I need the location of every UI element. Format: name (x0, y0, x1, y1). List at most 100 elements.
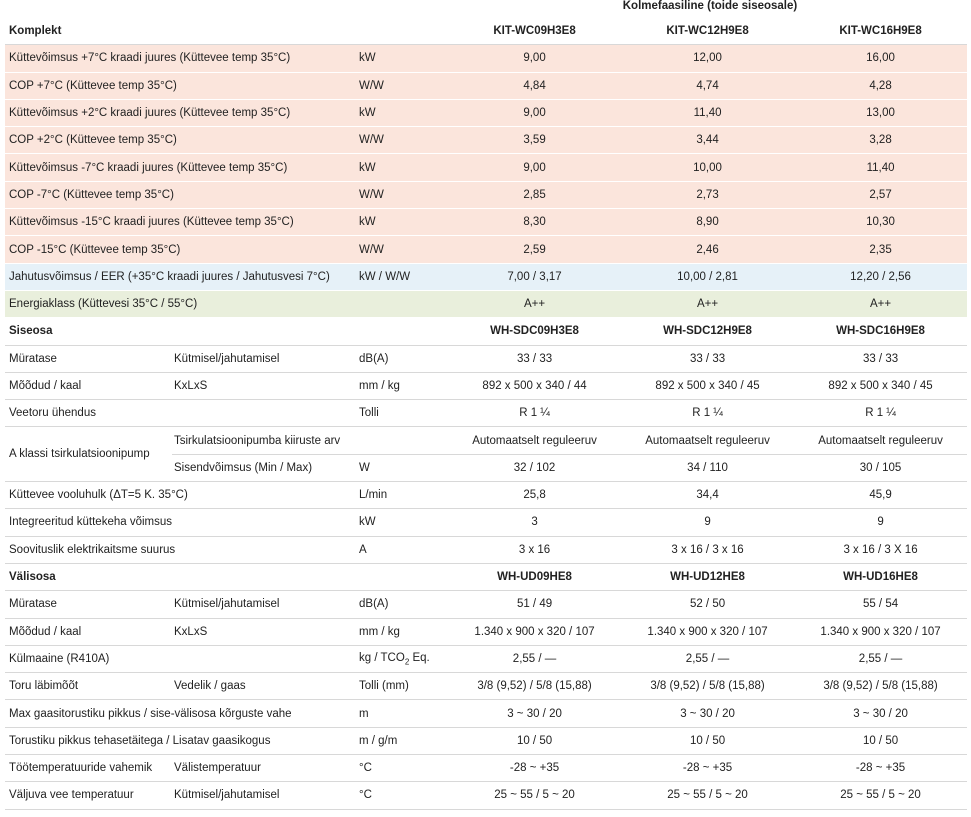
model-name: WH-UD09HE8 (448, 563, 622, 592)
section-header-komplekt: Komplekt KIT-WC09H3E8 KIT-WC12H9E8 KIT-W… (5, 18, 968, 46)
cell-value: 12,00 (621, 44, 795, 73)
cell-value: 9,00 (448, 153, 622, 182)
model-name: KIT-WC16H9E8 (794, 18, 968, 46)
cell-value: 33 / 33 (448, 345, 622, 373)
cell-value: 3 x 16 (448, 536, 622, 564)
cell-value: R 1 ¼ (621, 399, 795, 428)
cell-value: 2,59 (448, 235, 622, 264)
row-sublabel: Välistemperatuur (172, 754, 355, 783)
row-label: Väljuva vee temperatuur (5, 781, 172, 810)
cell-value: 51 / 49 (448, 590, 622, 619)
model-name: WH-UD12HE8 (621, 563, 795, 592)
cell-value: 892 x 500 x 340 / 44 (448, 372, 622, 401)
row-label: Veetoru ühendus (5, 399, 355, 428)
cell-value: 25 ~ 55 / 5 ~ 20 (448, 781, 622, 810)
cell-value: 3 x 16 / 3 x 16 (621, 536, 795, 564)
cell-value: 10,00 / 2,81 (621, 263, 795, 291)
cell-value: 34 / 110 (621, 454, 795, 483)
table-row: Mõõdud / kaal KxLxS mm / kg 1.340 x 900 … (5, 618, 968, 646)
cell-value: 3 ~ 30 / 20 (448, 699, 622, 728)
cell-value: 3,44 (621, 126, 795, 155)
cell-value: 3/8 (9,52) / 5/8 (15,88) (448, 672, 622, 701)
table-row-pump-power: Sisendvõimsus (Min / Max) W 32 / 102 34 … (5, 454, 968, 483)
model-name: WH-SDC09H3E8 (448, 317, 622, 346)
table-row: Veetoru ühendus Tolli R 1 ¼ R 1 ¼ R 1 ¼ (5, 399, 968, 428)
table-row: Küttevee vooluhulk (ΔT=5 K. 35°C) L/min … (5, 481, 968, 510)
row-unit: kW (355, 508, 449, 537)
row-unit: kW (355, 99, 449, 128)
row-sublabel: Kütmisel/jahutamisel (172, 781, 355, 810)
cell-value: 3/8 (9,52) / 5/8 (15,88) (621, 672, 795, 701)
cell-value: 4,74 (621, 72, 795, 100)
cell-value: 34,4 (621, 481, 795, 510)
cell-value: 1.340 x 900 x 320 / 107 (794, 618, 968, 646)
row-label: Töötemperatuuride vahemik (5, 754, 172, 783)
row-unit: kW (355, 208, 449, 237)
cell-value: 3 ~ 30 / 20 (794, 699, 968, 728)
row-label: Max gaasitorustiku pikkus / sise-välisos… (5, 699, 355, 728)
table-row: Müratase Kütmisel/jahutamisel dB(A) 33 /… (5, 345, 968, 373)
row-unit: mm / kg (355, 618, 449, 646)
cell-value: 4,84 (448, 72, 622, 100)
cell-value: 9 (621, 508, 795, 537)
table-row: Küttevõimsus -15°C kraadi juures (Küttev… (5, 208, 968, 237)
row-sublabel: Vedelik / gaas (172, 672, 355, 701)
cell-value: A++ (794, 290, 968, 319)
cell-value: 2,55 / — (794, 645, 968, 674)
cell-value: 2,35 (794, 235, 968, 264)
cell-value: 7,00 / 3,17 (448, 263, 622, 291)
table-row: Külmaaine (R410A) kg / TCO2 Eq. 2,55 / —… (5, 645, 968, 674)
cell-value: 10 / 50 (794, 727, 968, 756)
row-unit: Tolli (355, 399, 449, 428)
row-unit: mm / kg (355, 372, 449, 401)
row-label: Mõõdud / kaal (5, 372, 172, 401)
row-label: Külmaaine (R410A) (5, 645, 355, 674)
row-label: Integreeritud küttekeha võimsus (5, 508, 355, 537)
unit-main: kg / TCO (359, 651, 405, 664)
cell-value: 33 / 33 (621, 345, 795, 373)
cell-value: 3 (448, 508, 622, 537)
table-row: Soovituslik elektrikaitsme suurus A 3 x … (5, 536, 968, 564)
row-label: Küttevee vooluhulk (ΔT=5 K. 35°C) (5, 481, 355, 510)
model-name: WH-UD16HE8 (794, 563, 968, 592)
row-unit: L/min (355, 481, 449, 510)
cell-value: Automaatselt reguleeruv (794, 426, 968, 455)
model-name: WH-SDC16H9E8 (794, 317, 968, 346)
spec-table: Komplekt KIT-WC09H3E8 KIT-WC12H9E8 KIT-W… (5, 18, 968, 810)
cell-value: 13,00 (794, 99, 968, 128)
cell-value: 10,30 (794, 208, 968, 237)
cell-value: 45,9 (794, 481, 968, 510)
row-unit: dB(A) (355, 590, 449, 619)
cell-value: 2,85 (448, 181, 622, 210)
row-label: Jahutusvõimsus / EER (+35°C kraadi juure… (5, 263, 355, 291)
table-row: Torustiku pikkus tehasetäitega / Lisatav… (5, 727, 968, 756)
unit-subscript: 2 (404, 657, 410, 667)
row-label: COP -15°C (Küttevee temp 35°C) (5, 235, 355, 264)
table-row: Küttevõimsus -7°C kraadi juures (Kütteve… (5, 153, 968, 182)
row-unit: kW (355, 44, 449, 73)
section-header-siseosa: Siseosa WH-SDC09H3E8 WH-SDC12H9E8 WH-SDC… (5, 317, 968, 346)
row-label: COP -7°C (Küttevee temp 35°C) (5, 181, 355, 210)
row-unit: °C (355, 754, 449, 783)
cell-value: Automaatselt reguleeruv (621, 426, 795, 455)
cell-value: 11,40 (794, 153, 968, 182)
section-title: Komplekt (5, 18, 449, 46)
cell-value: 10,00 (621, 153, 795, 182)
cell-value: 16,00 (794, 44, 968, 73)
cell-value: 2,46 (621, 235, 795, 264)
cell-value: -28 ~ +35 (448, 754, 622, 783)
unit-end: Eq. (409, 651, 430, 664)
model-name: KIT-WC09H3E8 (448, 18, 622, 46)
table-row: COP +2°C (Küttevee temp 35°C) W/W 3,59 3… (5, 126, 968, 155)
row-label: Toru läbimõõt (5, 672, 172, 701)
cell-value: 892 x 500 x 340 / 45 (794, 372, 968, 401)
cell-value: 9,00 (448, 99, 622, 128)
row-unit: dB(A) (355, 345, 449, 373)
section-title: Välisosa (5, 563, 449, 592)
cell-value: 3/8 (9,52) / 5/8 (15,88) (794, 672, 968, 701)
cell-value: 25 ~ 55 / 5 ~ 20 (621, 781, 795, 810)
cell-value: 9,00 (448, 44, 622, 73)
row-sublabel: Tsirkulatsioonipumba kiiruste arv (172, 426, 355, 455)
cell-value: Automaatselt reguleeruv (448, 426, 622, 455)
